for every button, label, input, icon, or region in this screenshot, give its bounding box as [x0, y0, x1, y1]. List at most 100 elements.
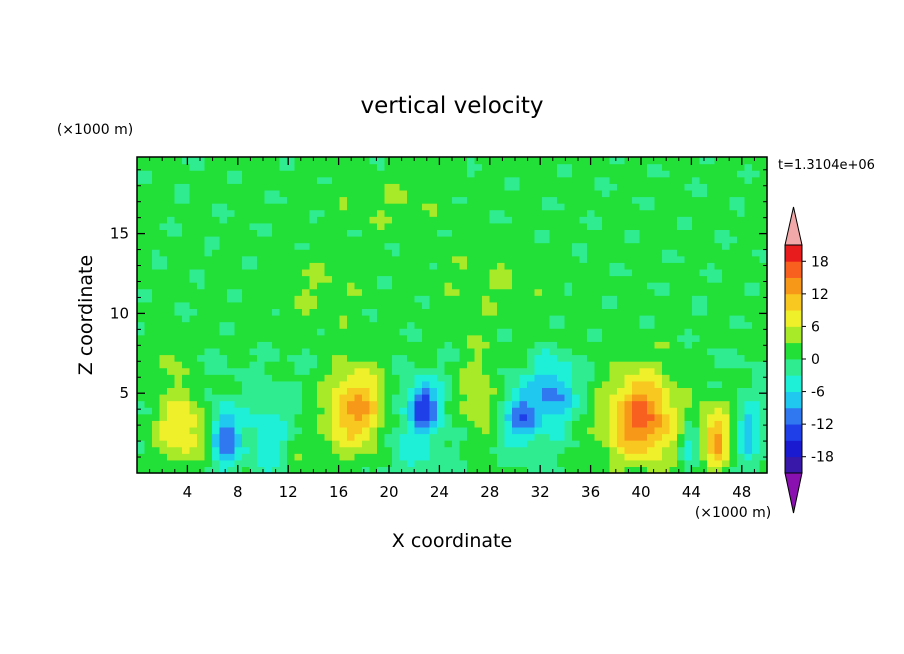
field-cell	[152, 249, 161, 257]
field-cell	[429, 453, 438, 461]
field-cell	[489, 347, 498, 356]
field-cell	[504, 222, 513, 231]
field-cell	[639, 268, 648, 277]
field-cell	[564, 170, 573, 178]
field-cell	[332, 466, 341, 474]
field-cell	[632, 249, 641, 257]
field-cell	[332, 163, 341, 171]
field-cell	[617, 440, 626, 448]
field-cell	[407, 446, 416, 454]
field-cell	[362, 394, 371, 402]
field-cell	[452, 236, 461, 244]
field-cell	[324, 440, 333, 448]
field-cell	[744, 308, 753, 316]
field-cell	[429, 426, 438, 435]
field-cell	[714, 301, 723, 310]
field-cell	[467, 459, 476, 468]
x-tick-label: 28	[480, 483, 499, 501]
field-cell	[684, 262, 693, 270]
field-cell	[684, 203, 693, 211]
field-cell	[354, 387, 363, 395]
field-cell	[167, 189, 176, 198]
field-cell	[437, 262, 446, 270]
field-cell	[279, 157, 288, 165]
field-cell	[422, 407, 431, 415]
field-cell	[204, 268, 213, 277]
field-cell	[729, 354, 738, 362]
field-cell	[219, 295, 228, 303]
field-cell	[152, 163, 161, 171]
field-cell	[384, 229, 393, 237]
field-cell	[317, 413, 326, 421]
field-cell	[572, 315, 581, 323]
field-cell	[729, 282, 738, 290]
field-cell	[294, 209, 303, 217]
field-cell	[549, 433, 558, 441]
field-cell	[219, 394, 228, 402]
field-cell	[437, 216, 446, 224]
field-cell	[272, 394, 281, 402]
field-cell	[632, 328, 641, 336]
field-cell	[617, 341, 626, 349]
field-cell	[662, 242, 671, 250]
field-cell	[729, 380, 738, 389]
field-cell	[579, 203, 588, 211]
field-cell	[489, 255, 498, 263]
field-cell	[339, 347, 348, 356]
field-cell	[159, 453, 168, 461]
field-cell	[174, 433, 183, 441]
field-cell	[347, 275, 356, 283]
field-cell	[699, 426, 708, 435]
field-cell	[609, 170, 618, 178]
field-cell	[594, 426, 603, 435]
field-cell	[324, 374, 333, 382]
field-cell	[519, 163, 528, 171]
field-cell	[542, 328, 551, 336]
field-cell	[722, 459, 731, 468]
field-cell	[564, 440, 573, 448]
field-cell	[302, 367, 311, 375]
field-cell	[489, 334, 498, 342]
field-cell	[482, 394, 491, 402]
field-cell	[324, 433, 333, 441]
field-cell	[504, 262, 513, 270]
field-cell	[204, 433, 213, 441]
field-cell	[474, 157, 483, 165]
field-cell	[564, 459, 573, 468]
field-cell	[519, 268, 528, 277]
field-cell	[482, 334, 491, 342]
field-cell	[647, 341, 656, 349]
field-cell	[429, 249, 438, 257]
field-cell	[549, 321, 558, 329]
field-cell	[204, 420, 213, 428]
field-cell	[399, 394, 408, 402]
field-cell	[294, 255, 303, 263]
field-cell	[294, 157, 303, 165]
field-cell	[677, 446, 686, 454]
field-cell	[249, 216, 258, 224]
field-cell	[587, 170, 596, 178]
field-cell	[669, 196, 678, 204]
field-cell	[362, 413, 371, 421]
field-cell	[579, 157, 588, 165]
field-cell	[422, 189, 431, 198]
field-cell	[699, 446, 708, 454]
field-cell	[744, 400, 753, 408]
field-cell	[572, 196, 581, 204]
field-cell	[152, 275, 161, 283]
field-cell	[429, 229, 438, 237]
field-cell	[722, 394, 731, 402]
field-cell	[294, 236, 303, 244]
field-cell	[287, 394, 296, 402]
field-cell	[669, 301, 678, 310]
field-cell	[294, 420, 303, 428]
field-cell	[647, 236, 656, 244]
field-cell	[407, 301, 416, 310]
field-cell	[227, 446, 236, 454]
field-cell	[527, 242, 536, 250]
field-cell	[512, 334, 521, 342]
field-cell	[422, 341, 431, 349]
field-cell	[512, 374, 521, 382]
field-cell	[572, 453, 581, 461]
field-cell	[137, 394, 146, 402]
